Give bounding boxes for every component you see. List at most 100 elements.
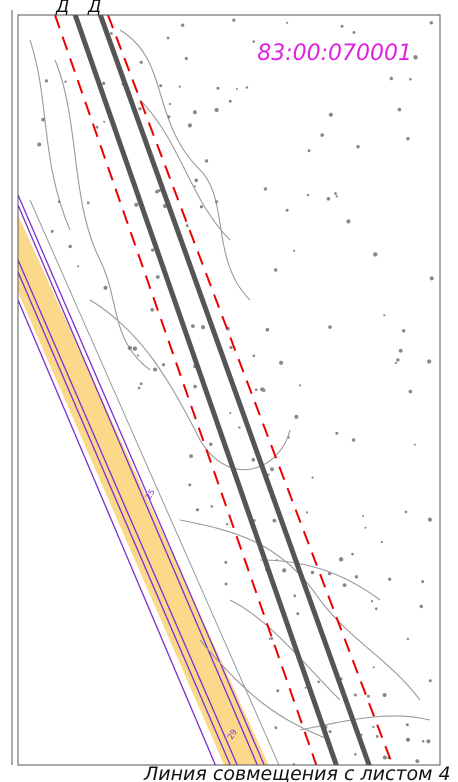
dot [405, 737, 411, 742]
dot [388, 577, 392, 581]
dot [209, 442, 213, 446]
dot [228, 99, 232, 103]
dot [153, 367, 157, 372]
dot [155, 275, 160, 279]
dot [429, 276, 434, 281]
dot [427, 359, 432, 364]
dot [421, 580, 425, 584]
dot [404, 510, 408, 514]
dot [293, 249, 296, 252]
dot [229, 345, 233, 350]
dot [409, 78, 412, 81]
dot [270, 467, 274, 472]
dot [354, 753, 357, 756]
sheet-number: 83:00:070001 [257, 41, 412, 66]
dot [364, 526, 367, 529]
dot [306, 193, 310, 197]
dot [370, 600, 374, 603]
dot [427, 517, 432, 522]
dot [178, 85, 181, 88]
dot [362, 515, 365, 517]
dot [195, 508, 200, 512]
dot [287, 436, 290, 439]
dot [166, 36, 170, 40]
dot [328, 112, 333, 117]
dot [216, 86, 220, 90]
dot [413, 443, 416, 446]
dot [57, 200, 61, 204]
dot [252, 354, 256, 358]
dot [192, 110, 197, 115]
dot [194, 178, 198, 183]
dot [210, 505, 214, 508]
dot [232, 18, 236, 22]
dot [396, 358, 400, 362]
dot [180, 23, 185, 27]
road-lines [18, 194, 265, 765]
dot [346, 219, 351, 224]
dot [415, 759, 420, 763]
dot [286, 21, 289, 24]
dot [354, 575, 359, 579]
dot [37, 142, 42, 147]
dot [335, 431, 339, 435]
dot [134, 202, 139, 207]
dot [292, 762, 295, 765]
dot [267, 473, 270, 476]
frame [17, 14, 441, 766]
dot [406, 637, 410, 641]
dot [193, 384, 197, 389]
dot [215, 200, 219, 204]
dot [282, 568, 287, 573]
dot [168, 102, 171, 106]
dot [268, 637, 271, 640]
dot [254, 388, 258, 392]
dot [366, 694, 370, 698]
dot [252, 40, 256, 43]
dot [311, 476, 314, 479]
dot [426, 739, 431, 744]
dot [41, 117, 45, 122]
dot [139, 382, 143, 386]
dot [275, 559, 278, 561]
dot [136, 354, 139, 357]
dot [304, 686, 307, 689]
dot [375, 607, 378, 610]
dot [296, 612, 300, 616]
dot [380, 541, 383, 544]
dot [138, 107, 142, 111]
dot [389, 76, 393, 81]
dot [413, 55, 418, 60]
dot [262, 388, 266, 392]
dot [263, 187, 268, 191]
dot [274, 726, 278, 730]
dot [419, 604, 423, 609]
dot [159, 84, 163, 88]
dot [110, 32, 113, 35]
road-label: 25 [144, 488, 157, 501]
dot [305, 511, 309, 514]
dot [77, 265, 80, 268]
dot [224, 560, 228, 564]
dot [310, 570, 315, 575]
dot [204, 159, 209, 163]
dot [50, 229, 54, 233]
dot [245, 86, 249, 89]
dot [408, 389, 413, 394]
dot [150, 308, 154, 312]
dot [189, 454, 194, 458]
dot [307, 149, 311, 153]
dot [429, 21, 433, 25]
dot [340, 24, 344, 28]
dot [251, 458, 256, 462]
dot [342, 583, 347, 587]
dot [235, 88, 238, 90]
dot [127, 345, 133, 351]
dot [326, 197, 331, 201]
dot [132, 346, 138, 351]
dot [103, 120, 106, 123]
dot [270, 637, 274, 640]
dot [428, 679, 432, 683]
section-label: Д [87, 0, 101, 17]
